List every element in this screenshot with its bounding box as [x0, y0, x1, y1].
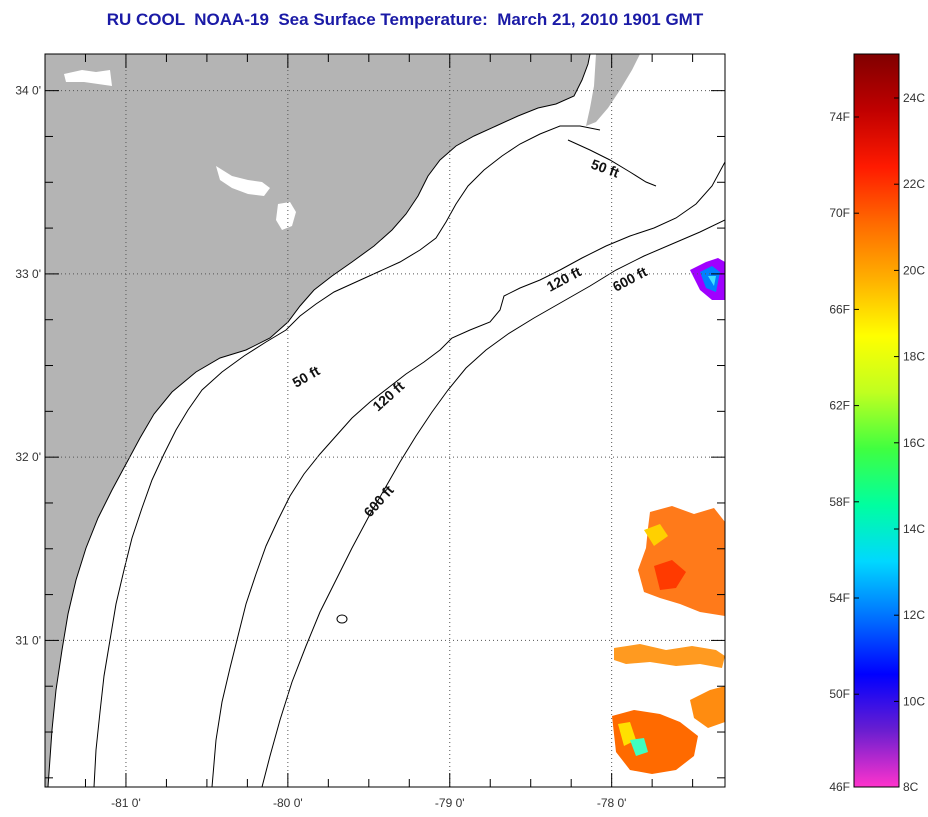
land-mass [45, 54, 590, 787]
isobath-600ft [261, 219, 725, 787]
colorbar-celsius-label: 14C [903, 522, 925, 536]
colorbar-celsius-labels: 24C 22C 20C 18C 16C 14C 12C 10C 8C [903, 91, 925, 794]
colorbar-celsius-label: 24C [903, 91, 925, 105]
latitude-labels: 34 0' 33 0' 32 0' 31 0' [15, 84, 41, 648]
lon-tick-label: -81 0' [111, 796, 141, 810]
colorbar-fahrenheit-label: 70F [829, 206, 850, 220]
colorbar-celsius-label: 12C [903, 608, 925, 622]
colorbar-fahrenheit-label: 50F [829, 687, 850, 701]
sst-patch [644, 524, 668, 546]
colorbar-fahrenheit-label: 58F [829, 495, 850, 509]
isobath-50ft [93, 125, 601, 787]
isobath-120ft [211, 161, 725, 787]
lat-tick-label: 32 0' [15, 450, 41, 464]
colorbar-fahrenheit-label: 74F [829, 110, 850, 124]
colorbar-fahrenheit-label: 62F [829, 399, 850, 413]
colorbar-fahrenheit-label: 46F [829, 780, 850, 794]
colorbar-celsius-label: 8C [903, 780, 919, 794]
map-title: RU COOL NOAA-19 Sea Surface Temperature:… [106, 10, 704, 29]
colorbar-fahrenheit-label: 54F [829, 591, 850, 605]
inland-water [216, 166, 270, 196]
sst-patch [654, 560, 686, 590]
map-frame [44, 53, 726, 788]
lon-tick-label: -78 0' [597, 796, 627, 810]
isobath-50ft-sound [567, 139, 657, 187]
coastline [47, 54, 591, 787]
colorbar-celsius-label: 10C [903, 694, 925, 708]
colorbar-celsius-label: 20C [903, 263, 925, 277]
lat-tick-label: 31 0' [15, 633, 41, 647]
colorbar-celsius-label: 22C [903, 177, 925, 191]
lat-tick-label: 33 0' [15, 267, 41, 281]
inland-water [64, 70, 112, 86]
colorbar-celsius-label: 18C [903, 350, 925, 364]
sst-patch [614, 644, 725, 668]
lon-tick-label: -80 0' [273, 796, 303, 810]
sst-patch [690, 686, 725, 728]
colorbar-fahrenheit-label: 66F [829, 302, 850, 316]
colorbar-celsius-label: 16C [903, 436, 925, 450]
sst-patch [612, 710, 698, 774]
colorbar [853, 53, 900, 788]
inland-water [276, 202, 296, 230]
lon-tick-label: -79 0' [435, 796, 465, 810]
graticule [45, 54, 725, 787]
longitude-labels: -81 0' -80 0' -79 0' -78 0' [111, 796, 626, 810]
sst-patch [630, 738, 648, 756]
outer-banks [586, 54, 640, 126]
sst-patch [708, 276, 716, 286]
seamount-contour [336, 614, 348, 624]
colorbar-ticks [854, 97, 899, 788]
lat-tick-label: 34 0' [15, 84, 41, 98]
axis-ticks [44, 54, 725, 787]
colorbar-fahrenheit-labels: 74F 70F 66F 62F 58F 54F 50F 46F [829, 110, 850, 794]
